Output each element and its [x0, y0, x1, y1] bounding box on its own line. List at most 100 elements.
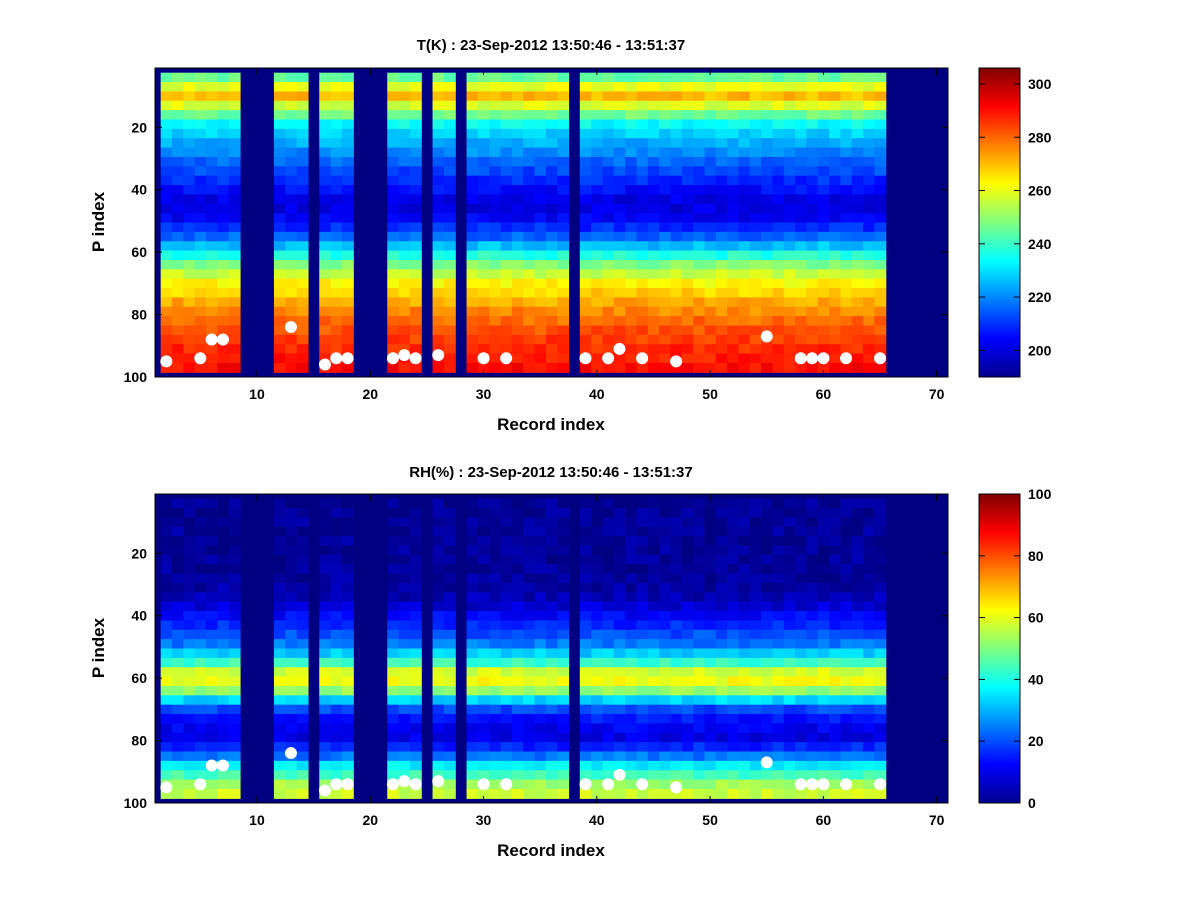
heatmap-cell — [330, 269, 343, 280]
heatmap-cell — [863, 353, 875, 364]
heatmap-cell — [636, 334, 649, 345]
heatmap-cell — [817, 714, 830, 725]
heatmap-cell — [625, 353, 638, 364]
heatmap-cell — [659, 306, 672, 317]
heatmap-cell — [840, 213, 853, 224]
heatmap-cell — [273, 185, 286, 196]
heatmap-cell — [783, 288, 796, 299]
heatmap-cell — [591, 297, 604, 308]
heatmap-cell — [398, 231, 411, 242]
heatmap-cell — [647, 667, 660, 678]
heatmap-cell — [296, 185, 309, 196]
heatmap-cell — [489, 554, 502, 565]
heatmap-cell — [647, 582, 660, 593]
heatmap-cell — [715, 629, 728, 640]
heatmap-cell — [602, 685, 615, 696]
heatmap-cell — [715, 156, 728, 167]
heatmap-cell — [466, 185, 479, 196]
heatmap-cell — [829, 536, 841, 547]
heatmap-cell — [205, 592, 218, 603]
heatmap-cell — [579, 629, 592, 640]
heatmap-cell — [749, 788, 762, 799]
heatmap-cell — [296, 222, 309, 233]
heatmap-cell — [160, 611, 173, 622]
heatmap-cell — [613, 517, 626, 528]
heatmap-cell — [863, 526, 875, 537]
heatmap-cell — [319, 306, 332, 317]
heatmap-cell — [749, 194, 762, 205]
heatmap-cell — [670, 742, 683, 753]
heatmap-cell — [466, 231, 479, 242]
heatmap-cell — [761, 536, 774, 547]
heatmap-cell — [591, 110, 604, 121]
heatmap-cell — [795, 676, 807, 687]
heatmap-cell — [727, 545, 740, 556]
heatmap-cell — [194, 629, 207, 640]
heatmap-cell — [443, 788, 456, 799]
heatmap-cell — [647, 751, 660, 762]
heatmap-cell — [534, 620, 547, 631]
heatmap-cell — [851, 288, 864, 299]
heatmap-cell — [171, 334, 184, 345]
heatmap-cell — [761, 611, 774, 622]
heatmap-cell — [500, 306, 513, 317]
heatmap-cell — [659, 573, 672, 584]
heatmap-cell — [613, 751, 626, 762]
heatmap-cell — [160, 259, 173, 270]
heatmap-cell — [523, 526, 536, 537]
heatmap-cell — [602, 564, 615, 575]
heatmap-cell — [398, 185, 411, 196]
heatmap-cell — [523, 166, 536, 177]
heatmap-cell — [228, 695, 241, 706]
heatmap-cell — [387, 203, 400, 214]
heatmap-cell — [466, 573, 479, 584]
heatmap-cell — [761, 554, 774, 565]
heatmap-cell — [183, 250, 196, 261]
heatmap-cell — [806, 119, 819, 130]
heatmap-cell — [432, 362, 445, 373]
heatmap-cell — [296, 278, 309, 289]
heatmap-cell — [625, 723, 638, 734]
heatmap-cell — [432, 250, 445, 261]
heatmap-cell — [591, 592, 604, 603]
heatmap-cell — [738, 222, 751, 233]
heatmap-cell — [659, 611, 672, 622]
heatmap-cell — [489, 213, 502, 224]
heatmap-cell — [296, 100, 309, 111]
heatmap-cell — [409, 213, 422, 224]
heatmap-cell — [205, 166, 218, 177]
heatmap-cell — [579, 166, 592, 177]
heatmap-cell — [625, 119, 638, 130]
heatmap-cell — [783, 498, 796, 509]
heatmap-cell — [341, 695, 354, 706]
heatmap-cell — [466, 138, 479, 149]
heatmap-cell — [738, 592, 751, 603]
heatmap-cell — [817, 742, 830, 753]
heatmap-cell — [477, 714, 490, 725]
heatmap-cell — [670, 676, 683, 687]
heatmap-cell — [534, 629, 547, 640]
heatmap-cell — [579, 100, 592, 111]
heatmap-cell — [681, 554, 694, 565]
heatmap-cell — [171, 601, 184, 612]
humidity-x-axis-label: Record index — [497, 841, 605, 860]
heatmap-cell — [851, 119, 864, 130]
heatmap-cell — [636, 175, 649, 186]
heatmap-cell — [557, 695, 570, 706]
heatmap-cell — [534, 185, 547, 196]
heatmap-cell — [647, 353, 660, 364]
heatmap-cell — [183, 334, 196, 345]
heatmap-cell — [511, 250, 524, 261]
heatmap-cell — [500, 788, 513, 799]
heatmap-cell — [228, 185, 241, 196]
heatmap-cell — [477, 91, 490, 102]
heatmap-cell — [579, 564, 592, 575]
heatmap-cell — [432, 138, 445, 149]
heatmap-cell — [319, 742, 332, 753]
heatmap-cell — [704, 138, 717, 149]
colorbar-tick-label: 240 — [1028, 236, 1052, 252]
heatmap-cell — [659, 714, 672, 725]
heatmap-cell — [761, 278, 774, 289]
heatmap-cell — [874, 704, 887, 715]
heatmap-cell — [534, 175, 547, 186]
